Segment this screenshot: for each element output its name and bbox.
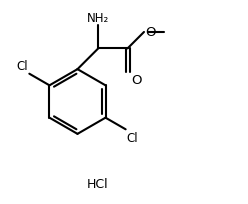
Text: HCl: HCl bbox=[87, 177, 109, 190]
Text: O: O bbox=[146, 26, 156, 39]
Text: NH₂: NH₂ bbox=[87, 11, 109, 24]
Text: Cl: Cl bbox=[17, 60, 28, 73]
Text: O: O bbox=[131, 73, 142, 86]
Text: Cl: Cl bbox=[127, 131, 138, 144]
